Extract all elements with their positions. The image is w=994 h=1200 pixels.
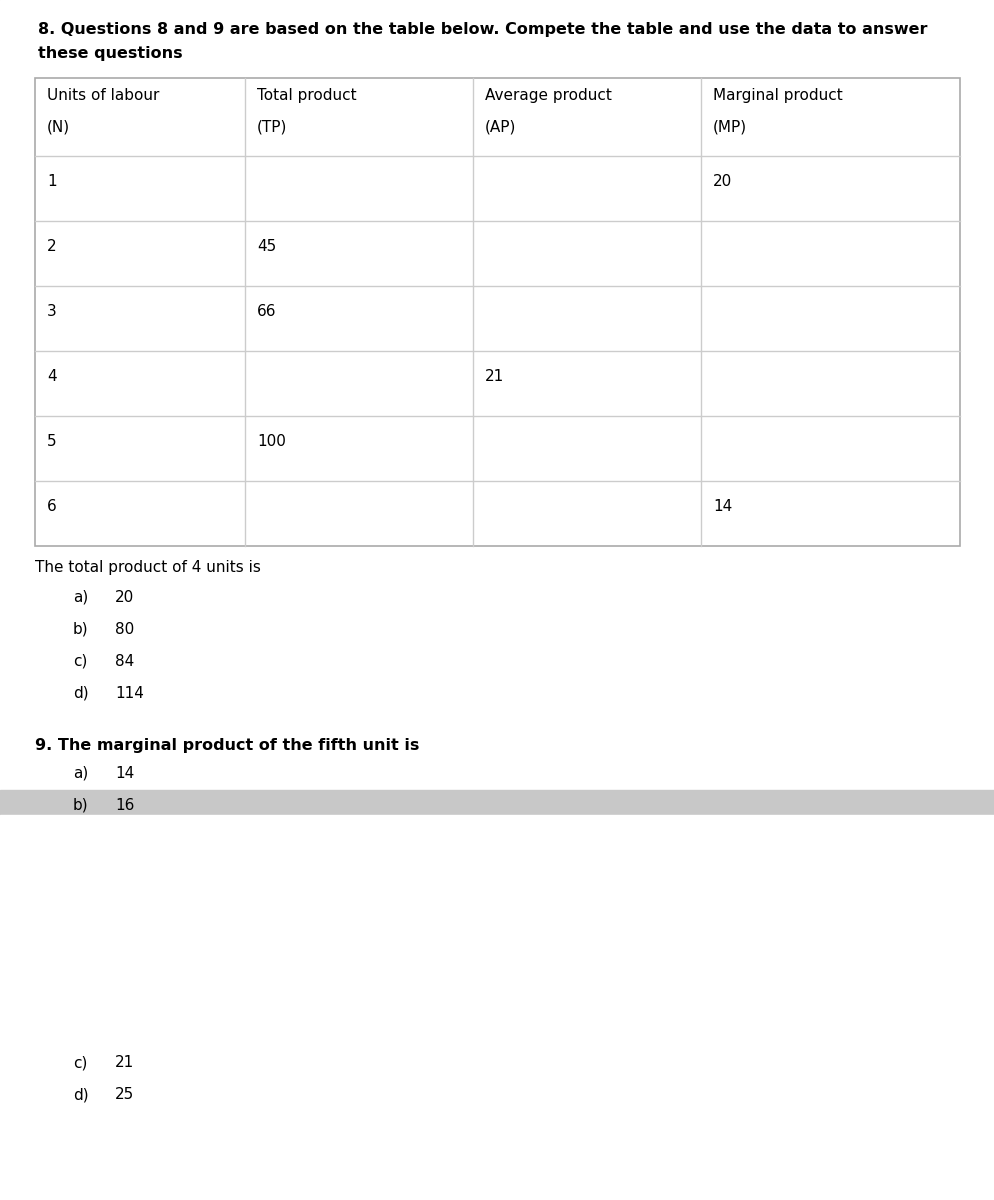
- Text: (N): (N): [47, 120, 70, 134]
- Text: Marginal product: Marginal product: [713, 88, 842, 103]
- Text: 84: 84: [115, 654, 134, 670]
- Text: (TP): (TP): [256, 120, 287, 134]
- Text: d): d): [73, 686, 88, 701]
- Text: a): a): [73, 590, 88, 605]
- Text: (AP): (AP): [484, 120, 516, 134]
- Text: c): c): [73, 1055, 87, 1070]
- Text: 4: 4: [47, 370, 57, 384]
- Text: 1: 1: [47, 174, 57, 188]
- Text: 114: 114: [115, 686, 144, 701]
- Text: Average product: Average product: [484, 88, 611, 103]
- Text: The total product of 4 units is: The total product of 4 units is: [35, 560, 260, 575]
- Bar: [0, 0, 994, 790]
- Bar: [0, 815, 994, 1200]
- Text: d): d): [73, 1087, 88, 1102]
- Text: 16: 16: [115, 798, 134, 814]
- Text: 21: 21: [484, 370, 504, 384]
- Text: Units of labour: Units of labour: [47, 88, 159, 103]
- Text: b): b): [73, 622, 88, 637]
- Text: 66: 66: [256, 304, 276, 319]
- Text: 21: 21: [115, 1055, 134, 1070]
- Text: 8. Questions 8 and 9 are based on the table below. Compete the table and use the: 8. Questions 8 and 9 are based on the ta…: [38, 22, 926, 37]
- Text: 20: 20: [713, 174, 732, 188]
- Text: 20: 20: [115, 590, 134, 605]
- Text: (MP): (MP): [713, 120, 746, 134]
- Text: 14: 14: [115, 766, 134, 781]
- Text: 25: 25: [115, 1087, 134, 1102]
- Text: 100: 100: [256, 434, 285, 449]
- Text: 6: 6: [47, 499, 57, 514]
- Text: b): b): [73, 798, 88, 814]
- Text: a): a): [73, 766, 88, 781]
- Bar: [0, 790, 994, 815]
- Text: 5: 5: [47, 434, 57, 449]
- Text: these questions: these questions: [38, 46, 183, 61]
- Text: 80: 80: [115, 622, 134, 637]
- Text: Total product: Total product: [256, 88, 356, 103]
- Text: 2: 2: [47, 239, 57, 254]
- Text: c): c): [73, 654, 87, 670]
- Text: 14: 14: [713, 499, 732, 514]
- Text: 3: 3: [47, 304, 57, 319]
- Text: 9. The marginal product of the fifth unit is: 9. The marginal product of the fifth uni…: [35, 738, 418, 754]
- Text: 45: 45: [256, 239, 276, 254]
- Bar: [35, 78, 959, 546]
